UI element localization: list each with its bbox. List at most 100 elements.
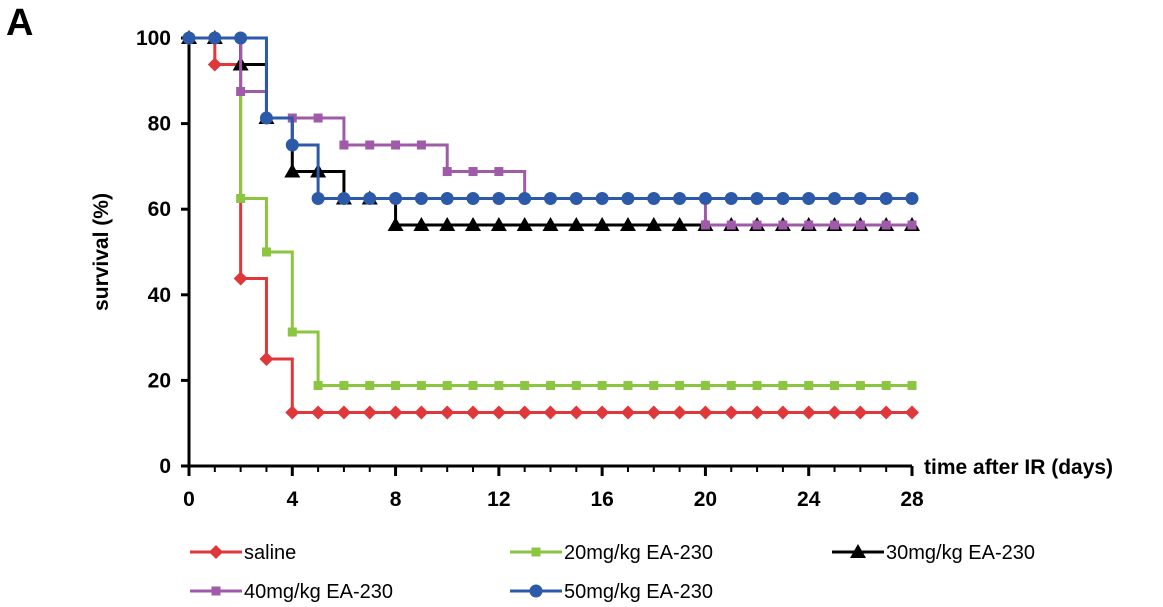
- data-point: [724, 192, 738, 205]
- data-point: [830, 381, 840, 391]
- legend-marker: [211, 586, 221, 596]
- data-point: [339, 381, 349, 391]
- data-point: [594, 217, 611, 232]
- legend-label: 30mg/kg EA-230: [886, 542, 1035, 564]
- data-point: [517, 405, 532, 420]
- data-point: [313, 113, 323, 123]
- data-point: [208, 31, 222, 45]
- y-tick-label: 80: [148, 113, 171, 136]
- data-point: [672, 405, 687, 420]
- data-point: [645, 217, 662, 232]
- data-point: [620, 405, 635, 420]
- series-4: [182, 31, 919, 205]
- legend-entry: 20mg/kg EA-230: [510, 542, 713, 564]
- x-tick-label: 16: [590, 488, 613, 511]
- data-point: [750, 405, 765, 420]
- data-point: [595, 405, 610, 420]
- data-point: [673, 192, 687, 205]
- x-axis-title: time after IR (days): [924, 456, 1113, 479]
- data-point: [416, 381, 426, 391]
- data-point: [698, 405, 713, 420]
- data-point: [387, 217, 404, 232]
- series-1: [184, 33, 917, 391]
- data-point: [698, 192, 712, 205]
- data-point: [828, 192, 842, 205]
- data-point: [649, 381, 659, 391]
- data-point: [468, 381, 478, 391]
- data-point: [285, 138, 299, 152]
- axes: 0 20 40 60 80 100 0 4 8 12 16 20 24 28: [136, 27, 924, 511]
- data-point: [236, 87, 246, 96]
- y-tick-label: 100: [136, 27, 171, 50]
- data-point: [284, 163, 301, 178]
- data-point: [414, 405, 429, 420]
- data-point: [542, 217, 559, 232]
- series-layer: [181, 30, 920, 420]
- data-point: [313, 381, 323, 391]
- data-point: [233, 271, 248, 286]
- data-point: [259, 352, 274, 366]
- data-point: [543, 405, 558, 420]
- legend-label: 20mg/kg EA-230: [564, 542, 713, 564]
- data-point: [804, 381, 814, 391]
- y-tick-label: 60: [148, 198, 171, 221]
- x-tick-label: 12: [487, 488, 510, 511]
- x-tick-label: 20: [694, 488, 717, 511]
- data-point: [468, 167, 478, 177]
- data-point: [465, 217, 482, 232]
- legend-entry: 50mg/kg EA-230: [510, 581, 713, 603]
- data-point: [775, 405, 790, 420]
- series-0: [182, 31, 919, 420]
- data-point: [546, 381, 555, 391]
- legend-label: saline: [244, 542, 296, 564]
- y-tick-label: 0: [159, 455, 171, 478]
- data-point: [389, 192, 403, 205]
- data-point: [516, 217, 533, 232]
- data-point: [623, 381, 633, 391]
- legend-entry: 40mg/kg EA-230: [190, 581, 393, 603]
- data-point: [494, 381, 504, 391]
- data-point: [855, 220, 865, 230]
- data-point: [261, 247, 271, 257]
- data-point: [801, 405, 816, 420]
- data-point: [439, 217, 456, 232]
- data-point: [879, 405, 894, 420]
- data-point: [597, 381, 607, 391]
- data-point: [647, 192, 661, 205]
- data-point: [440, 192, 454, 205]
- x-tick-label: 24: [797, 488, 821, 511]
- data-point: [490, 217, 507, 232]
- data-point: [776, 192, 790, 205]
- data-point: [311, 192, 325, 205]
- x-tick-label: 8: [390, 488, 402, 511]
- data-point: [491, 405, 506, 420]
- data-point: [853, 405, 868, 420]
- data-point: [234, 31, 248, 45]
- y-tick-label: 20: [148, 369, 171, 392]
- data-point: [879, 192, 893, 205]
- legend-marker: [529, 584, 543, 598]
- series-line: [189, 36, 912, 388]
- data-point: [362, 405, 377, 420]
- data-point: [391, 140, 401, 150]
- data-point: [802, 192, 816, 205]
- data-point: [413, 217, 430, 232]
- data-point: [905, 405, 919, 420]
- data-point: [182, 31, 196, 45]
- data-point: [311, 405, 326, 420]
- data-point: [518, 192, 532, 205]
- legend-marker: [850, 544, 866, 558]
- data-point: [724, 405, 739, 420]
- data-point: [675, 381, 685, 391]
- data-point: [568, 217, 585, 232]
- data-point: [569, 192, 583, 205]
- data-point: [287, 327, 297, 337]
- data-point: [388, 405, 403, 420]
- data-point: [207, 57, 222, 72]
- data-point: [855, 381, 865, 391]
- data-point: [595, 192, 609, 205]
- data-point: [752, 220, 762, 230]
- legend-label: 50mg/kg EA-230: [564, 581, 713, 603]
- legend-label: 40mg/kg EA-230: [244, 581, 393, 603]
- data-point: [440, 405, 455, 420]
